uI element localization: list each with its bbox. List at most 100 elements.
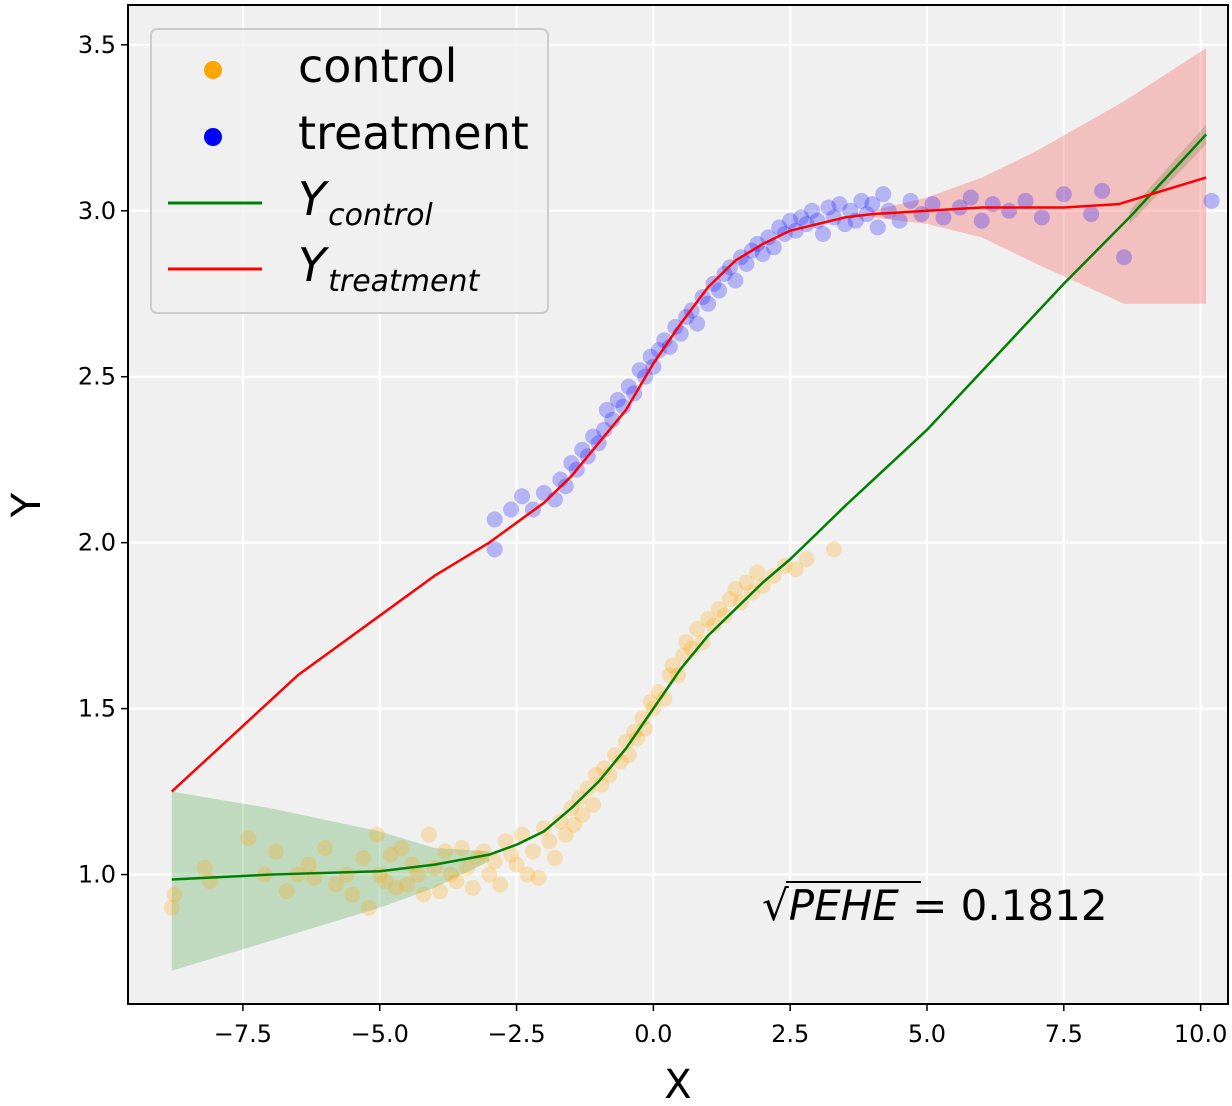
legend-label-treatment: treatment (298, 106, 529, 160)
treatment-point (765, 239, 782, 256)
treatment-point (815, 226, 832, 243)
treatment-point (902, 192, 919, 209)
legend-label-y-control: Ycontrol (298, 172, 433, 233)
control-point (470, 849, 487, 866)
pehe-sqrt-symbol: √ (762, 881, 789, 930)
control-point (683, 640, 700, 657)
y-tick-label: 1.0 (78, 861, 116, 889)
treatment-point (836, 216, 853, 233)
x-axis-title: X (664, 1062, 691, 1106)
treatment-point (711, 282, 728, 299)
control-point (508, 856, 525, 873)
control-point (497, 833, 514, 850)
x-tick-label: 7.5 (1045, 1020, 1083, 1048)
legend-marker-treatment (204, 128, 222, 146)
treatment-point (596, 421, 613, 438)
control-point (369, 826, 386, 843)
treatment-point (514, 488, 531, 505)
control-point (612, 753, 629, 770)
pehe-value: = 0.1812 (899, 881, 1108, 930)
treatment-point (749, 235, 766, 252)
treatment-point (609, 391, 626, 408)
control-point (634, 710, 651, 727)
control-point (593, 776, 610, 793)
control-point (607, 747, 624, 764)
treatment-point (820, 199, 837, 216)
control-point (355, 849, 372, 866)
control-point (749, 564, 766, 581)
treatment-point (962, 189, 979, 206)
control-point (628, 730, 645, 747)
control-point (202, 873, 219, 890)
control-point (738, 574, 755, 591)
scatter-points (163, 182, 1220, 916)
x-tick-label: 0.0 (634, 1020, 672, 1048)
treatment-point (700, 295, 717, 312)
x-tick-label: −2.5 (487, 1020, 545, 1048)
treatment-point (771, 219, 788, 236)
control-point (765, 567, 782, 584)
treatment-point (891, 212, 908, 229)
y-tick-label: 2.5 (78, 363, 116, 391)
control-point (519, 866, 536, 883)
treatment-point (804, 202, 821, 219)
y-axis-ticks: 1.0 1.5 2.0 2.5 3.0 3.5 (78, 31, 128, 889)
control-point (163, 899, 180, 916)
legend-label-y-treatment: Ytreatment (298, 238, 481, 299)
control-point (377, 873, 394, 890)
control-point (678, 634, 695, 651)
treatment-point (486, 511, 503, 528)
treatment-point (842, 202, 859, 219)
treatment-point (650, 342, 667, 359)
control-point (317, 840, 334, 857)
control-point (420, 826, 437, 843)
legend-box (150, 28, 549, 314)
treatment-point (864, 196, 881, 213)
treatment-point (503, 501, 520, 518)
treatment-point (563, 455, 580, 472)
control-point (546, 849, 563, 866)
control-point (530, 869, 547, 886)
control-point (338, 866, 355, 883)
treatment-point (656, 332, 673, 349)
line-Y_control (171, 133, 1208, 881)
control-point (798, 551, 815, 568)
treatment-point (951, 199, 968, 216)
treatment-point (1017, 192, 1034, 209)
x-tick-label: −5.0 (351, 1020, 409, 1048)
control-point (664, 657, 681, 674)
control-point (278, 883, 295, 900)
pehe-annotation: √PEHE = 0.1812 (762, 881, 1108, 930)
pehe-annotation-text: √PEHE = 0.1812 (762, 881, 1108, 930)
treatment-point (1083, 206, 1100, 223)
treatment-point (535, 484, 552, 501)
control-point (486, 853, 503, 870)
treatment-point (1033, 209, 1050, 226)
treatment-point (620, 378, 637, 395)
treatment-point (598, 401, 615, 418)
treatment-point (869, 219, 886, 236)
treatment-point (1094, 182, 1111, 199)
control-point (415, 886, 432, 903)
control-point (541, 833, 558, 850)
treatment-point (831, 196, 848, 213)
plot-frame (127, 4, 1229, 1005)
legend-label-y-treatment-main: Y (298, 238, 330, 292)
control-point (626, 723, 643, 740)
control-point (727, 581, 744, 598)
treatment-point (754, 245, 771, 262)
treatment-point (615, 398, 632, 415)
control-point (327, 876, 344, 893)
control-point (431, 883, 448, 900)
control-point (393, 840, 410, 857)
control-point (524, 843, 541, 860)
legend-label-y-treatment-sub: treatment (328, 264, 480, 299)
band-control-uncertainty (171, 791, 490, 971)
band-treatment-uncertainty (872, 48, 1207, 304)
y-tick-label: 1.5 (78, 695, 116, 723)
control-point (503, 846, 520, 863)
control-point (453, 840, 470, 857)
control-point (267, 843, 284, 860)
legend-marker-control (204, 61, 222, 79)
legend-label-y-control-sub: control (328, 198, 433, 233)
